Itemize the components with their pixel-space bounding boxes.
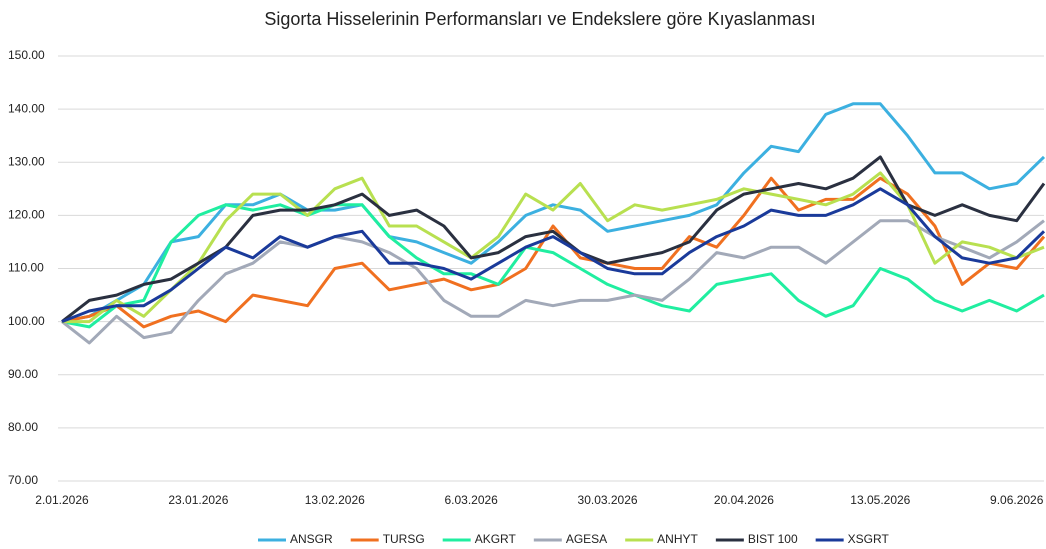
y-tick-label: 90.00 <box>8 367 38 381</box>
legend-label: AGESA <box>566 532 607 546</box>
x-tick-label: 6.03.2026 <box>444 493 498 507</box>
legend-label: TURSG <box>383 532 425 546</box>
series-line <box>61 176 1046 329</box>
x-tick-label: 23.01.2026 <box>168 493 228 507</box>
series-line <box>62 171 1045 324</box>
series-line <box>61 155 1046 323</box>
legend-label: ANHYT <box>657 532 698 546</box>
x-tick-label: 13.05.2026 <box>850 493 910 507</box>
y-tick-label: 130.00 <box>8 154 45 168</box>
series-line <box>61 203 1045 329</box>
series-line <box>61 187 1046 323</box>
x-tick-label: 30.03.2026 <box>578 493 638 507</box>
y-tick-label: 150.00 <box>8 48 45 62</box>
y-tick-label: 110.00 <box>8 261 44 275</box>
legend-label: AKGRT <box>475 532 517 546</box>
y-tick-label: 80.00 <box>8 420 38 434</box>
legend-label: XSGRT <box>848 532 890 546</box>
y-tick-label: 100.00 <box>8 314 45 328</box>
y-tick-label: 70.00 <box>8 473 38 487</box>
x-tick-label: 9.06.2026 <box>990 493 1044 507</box>
x-tick-label: 13.02.2026 <box>305 493 365 507</box>
y-tick-label: 120.00 <box>8 208 45 222</box>
x-tick-label: 20.04.2026 <box>714 493 774 507</box>
y-tick-label: 140.00 <box>8 101 45 115</box>
chart-title: Sigorta Hisselerinin Performansları ve E… <box>264 9 815 29</box>
legend-label: ANSGR <box>290 532 333 546</box>
legend-label: BIST 100 <box>748 532 798 546</box>
series-line <box>61 219 1045 345</box>
x-tick-label: 2.01.2026 <box>35 493 89 507</box>
